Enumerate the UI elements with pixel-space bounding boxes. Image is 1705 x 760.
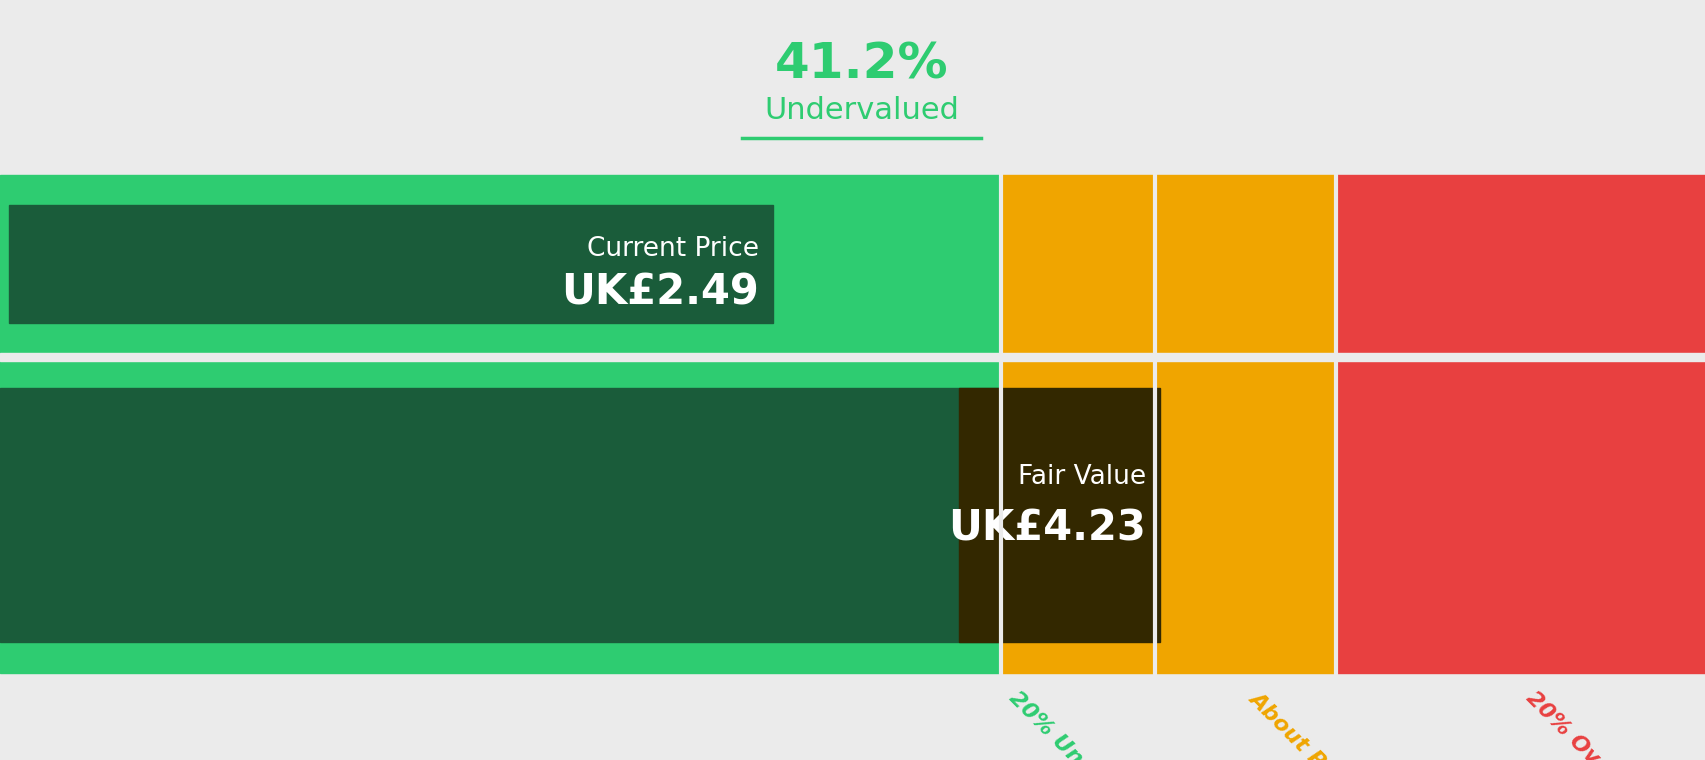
Bar (1154, 175, 1335, 353)
Bar (0, 361, 1001, 673)
Bar (1001, 361, 1154, 673)
Bar (0, 175, 1001, 353)
Text: Undervalued: Undervalued (764, 96, 958, 125)
Text: Current Price: Current Price (587, 236, 759, 262)
Bar (1001, 175, 1154, 353)
Text: About Right: About Right (1245, 688, 1364, 760)
Bar (958, 388, 1159, 642)
Bar (0, 388, 1001, 642)
Bar (1335, 361, 1705, 673)
Bar (9, 205, 772, 323)
Bar (1154, 361, 1335, 673)
Bar (0, 353, 1705, 361)
Text: Fair Value: Fair Value (1018, 464, 1146, 490)
Text: UK£4.23: UK£4.23 (948, 507, 1146, 549)
Text: 41.2%: 41.2% (774, 40, 948, 89)
Bar (1335, 175, 1705, 353)
Text: UK£2.49: UK£2.49 (561, 271, 759, 314)
Text: 20% Undervalued: 20% Undervalued (1004, 688, 1175, 760)
Text: 20% Overvalued: 20% Overvalued (1521, 688, 1679, 760)
